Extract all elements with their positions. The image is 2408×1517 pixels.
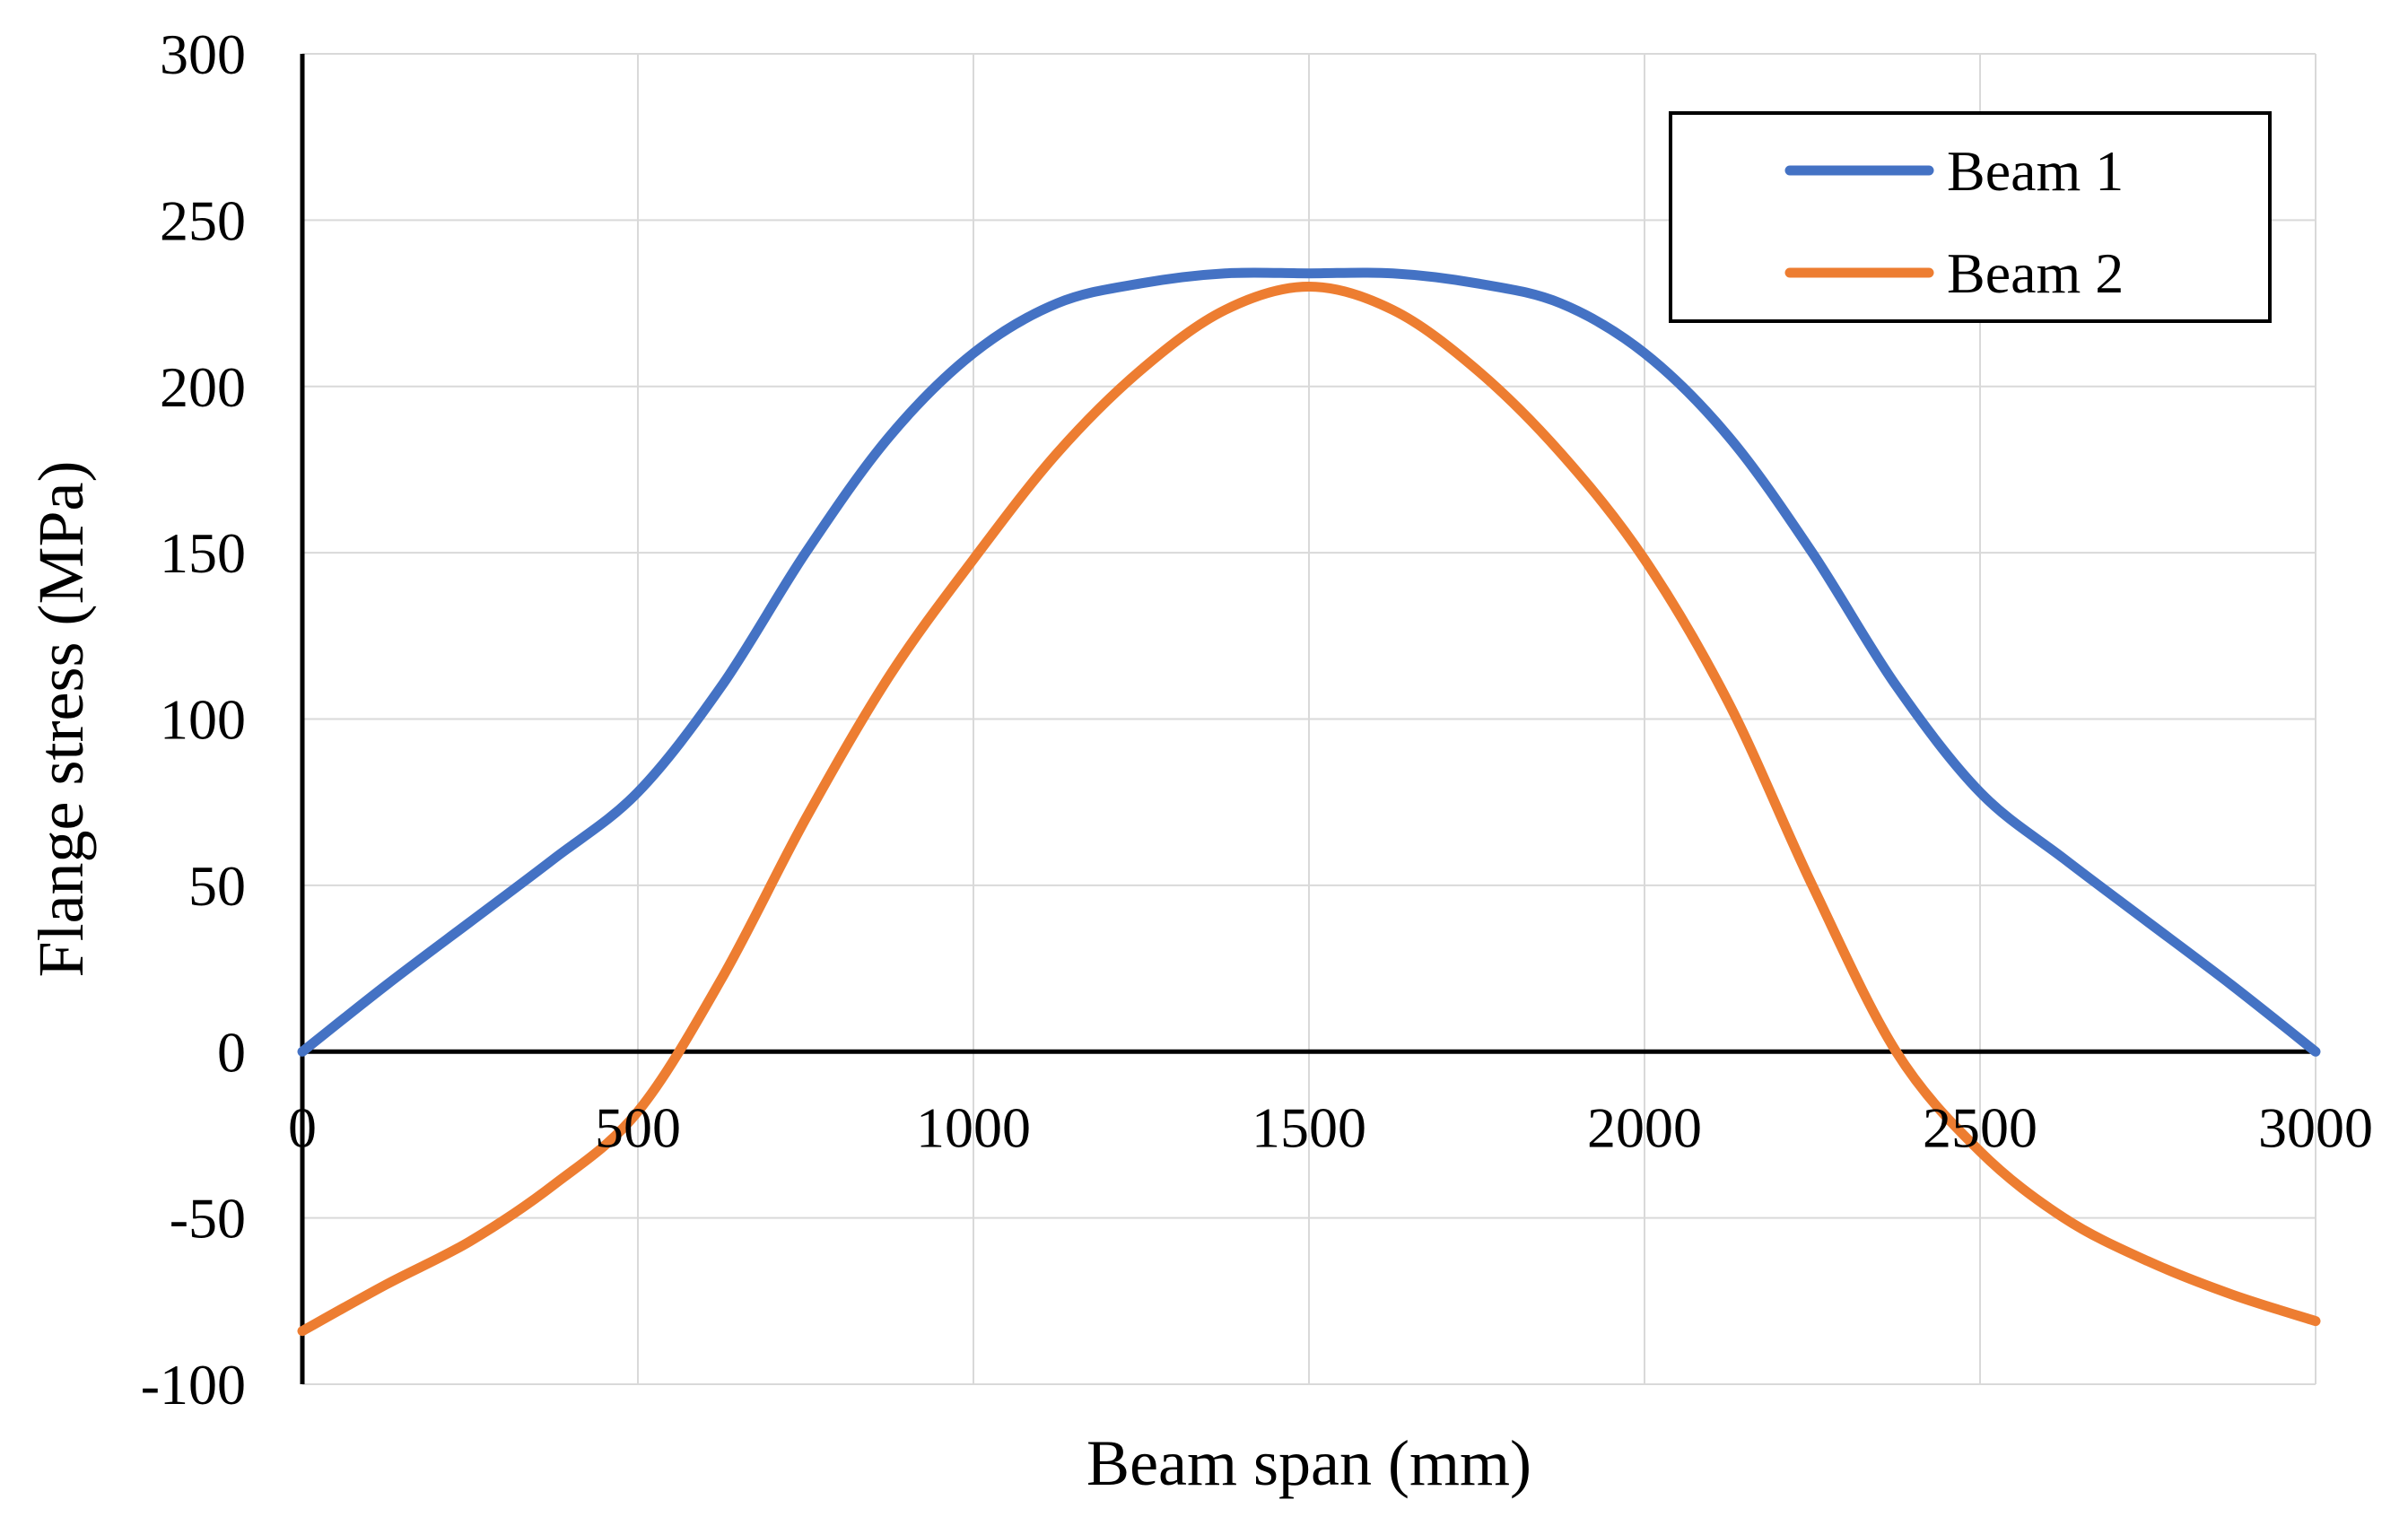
series-lines [297, 267, 2321, 1337]
y-tick-label: -100 [141, 1353, 246, 1417]
x-tick-label: 3000 [2258, 1095, 2373, 1159]
legend-label-beam-2: Beam 2 [1947, 241, 2124, 305]
x-tick-label: 1000 [916, 1095, 1031, 1159]
series-line-beam-1 [297, 267, 2321, 1057]
y-tick-label: 50 [188, 854, 246, 918]
series-line-beam-2 [297, 282, 2321, 1337]
y-tick-label: 0 [217, 1020, 246, 1084]
x-tick-label: 1500 [1252, 1095, 1366, 1159]
x-axis-title: Beam span (mm) [1086, 1427, 1531, 1499]
y-tick-label: 200 [160, 355, 246, 419]
y-tick-label: 250 [160, 188, 246, 252]
gridlines [301, 53, 2316, 1385]
y-axis-title: Flange stress (MPa) [25, 461, 97, 978]
y-tick-label: 100 [160, 688, 246, 752]
y-tick-label: 300 [160, 22, 246, 86]
x-tick-label: 2000 [1587, 1095, 1702, 1159]
axes [300, 54, 2316, 1384]
y-tick-label: -50 [170, 1187, 246, 1251]
x-tick-label: 500 [595, 1095, 681, 1159]
x-tick-label: 2500 [1923, 1095, 2037, 1159]
legend-label-beam-1: Beam 1 [1947, 139, 2124, 203]
y-tick-label: 150 [160, 521, 246, 585]
legend-box [1669, 111, 2272, 323]
x-tick-label: 0 [288, 1095, 317, 1159]
legend: Beam 1 Beam 2 [1669, 111, 2272, 323]
